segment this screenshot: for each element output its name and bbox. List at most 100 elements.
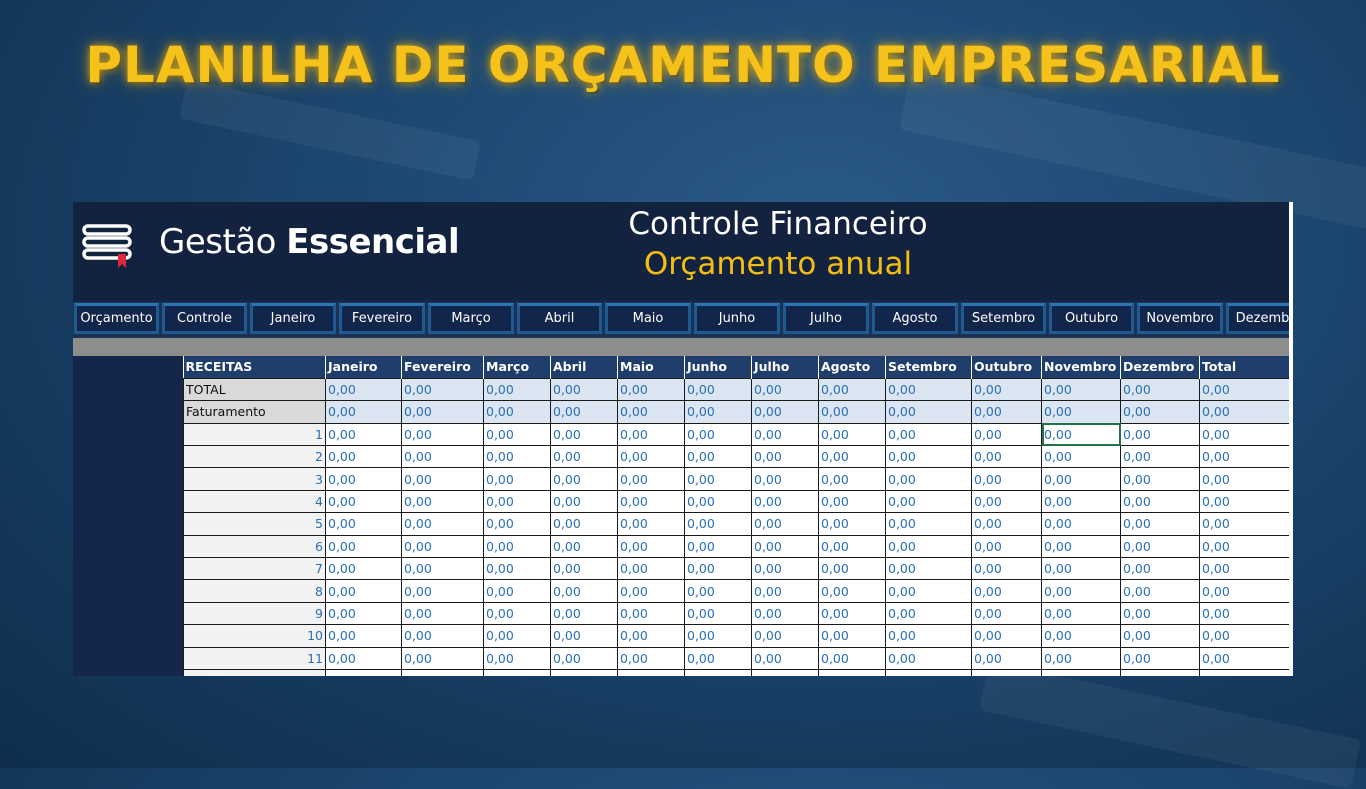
value-cell[interactable]: 0,00 — [401, 624, 484, 648]
value-cell[interactable]: 0,00 — [818, 534, 886, 559]
nav-tab-junho[interactable]: Junho — [694, 303, 780, 334]
column-header[interactable]: Setembro — [885, 356, 972, 379]
value-cell[interactable]: 0,00 — [1199, 601, 1289, 626]
value-cell[interactable]: 0,00 — [751, 489, 819, 514]
nav-tab-janeiro[interactable]: Janeiro — [250, 303, 336, 334]
value-cell[interactable]: 0,00 — [325, 579, 402, 603]
value-cell[interactable]: 0,00 — [684, 422, 752, 447]
column-header[interactable]: Total — [1199, 356, 1289, 379]
row-label[interactable]: 10 — [183, 624, 326, 648]
column-header[interactable]: Janeiro — [325, 356, 402, 379]
value-cell[interactable]: 0,00 — [401, 646, 484, 670]
value-cell[interactable]: 0,00 — [885, 489, 972, 514]
value-cell[interactable]: 0,00 — [971, 624, 1042, 648]
value-cell[interactable]: 0,00 — [971, 601, 1042, 626]
value-cell[interactable]: 0,00 — [751, 668, 819, 676]
value-cell[interactable]: 0,00 — [617, 445, 685, 469]
value-cell[interactable]: 0,00 — [971, 377, 1042, 402]
column-header[interactable]: Abril — [550, 356, 618, 379]
row-label[interactable]: 5 — [183, 512, 326, 536]
value-cell[interactable]: 0,00 — [684, 377, 752, 402]
value-cell[interactable]: 0,00 — [617, 534, 685, 559]
value-cell[interactable]: 0,00 — [617, 422, 685, 447]
column-header[interactable]: RECEITAS — [183, 356, 326, 379]
column-header[interactable]: Agosto — [818, 356, 886, 379]
value-cell[interactable]: 0,00 — [885, 601, 972, 626]
row-label[interactable]: TOTAL — [183, 377, 326, 402]
value-cell[interactable]: 0,00 — [1041, 646, 1121, 670]
value-cell[interactable]: 0,00 — [684, 489, 752, 514]
value-cell[interactable]: 0,00 — [751, 467, 819, 491]
column-header[interactable]: Novembro — [1041, 356, 1121, 379]
value-cell[interactable]: 0,00 — [550, 668, 618, 676]
value-cell[interactable]: 0,00 — [550, 445, 618, 469]
value-cell[interactable]: 0,00 — [1199, 557, 1289, 581]
value-cell[interactable]: 0,00 — [818, 512, 886, 536]
value-cell[interactable]: 0,00 — [1120, 624, 1200, 648]
value-cell[interactable]: 0,00 — [325, 534, 402, 559]
value-cell[interactable]: 0,00 — [617, 489, 685, 514]
value-cell[interactable]: 0,00 — [971, 668, 1042, 676]
value-cell[interactable]: 0,00 — [885, 467, 972, 491]
value-cell[interactable]: 0,00 — [971, 400, 1042, 424]
row-label[interactable]: 12 — [183, 668, 326, 676]
value-cell[interactable]: 0,00 — [550, 534, 618, 559]
value-cell[interactable]: 0,00 — [325, 646, 402, 670]
value-cell[interactable]: 0,00 — [1041, 534, 1121, 559]
value-cell[interactable]: 0,00 — [1041, 422, 1121, 447]
value-cell[interactable]: 0,00 — [684, 646, 752, 670]
value-cell[interactable]: 0,00 — [1199, 489, 1289, 514]
value-cell[interactable]: 0,00 — [1199, 646, 1289, 670]
nav-tab-novembro[interactable]: Novembro — [1137, 303, 1223, 334]
value-cell[interactable]: 0,00 — [885, 445, 972, 469]
column-header[interactable]: Fevereiro — [401, 356, 484, 379]
value-cell[interactable]: 0,00 — [971, 534, 1042, 559]
value-cell[interactable]: 0,00 — [818, 422, 886, 447]
value-cell[interactable]: 0,00 — [751, 601, 819, 626]
value-cell[interactable]: 0,00 — [751, 624, 819, 648]
column-header[interactable]: Outubro — [971, 356, 1042, 379]
value-cell[interactable]: 0,00 — [401, 445, 484, 469]
value-cell[interactable]: 0,00 — [617, 668, 685, 676]
value-cell[interactable]: 0,00 — [885, 624, 972, 648]
value-cell[interactable]: 0,00 — [401, 534, 484, 559]
value-cell[interactable]: 0,00 — [550, 489, 618, 514]
value-cell[interactable]: 0,00 — [1041, 400, 1121, 424]
value-cell[interactable]: 0,00 — [885, 377, 972, 402]
value-cell[interactable]: 0,00 — [751, 579, 819, 603]
nav-tab-agosto[interactable]: Agosto — [872, 303, 958, 334]
value-cell[interactable]: 0,00 — [325, 668, 402, 676]
value-cell[interactable]: 0,00 — [325, 467, 402, 491]
value-cell[interactable]: 0,00 — [1120, 579, 1200, 603]
value-cell[interactable]: 0,00 — [1199, 668, 1289, 676]
value-cell[interactable]: 0,00 — [483, 445, 551, 469]
row-label[interactable]: 11 — [183, 646, 326, 670]
value-cell[interactable]: 0,00 — [483, 400, 551, 424]
value-cell[interactable]: 0,00 — [971, 512, 1042, 536]
value-cell[interactable]: 0,00 — [818, 489, 886, 514]
value-cell[interactable]: 0,00 — [971, 422, 1042, 447]
nav-tab-controle[interactable]: Controle — [162, 303, 247, 334]
value-cell[interactable]: 0,00 — [684, 467, 752, 491]
value-cell[interactable]: 0,00 — [1199, 445, 1289, 469]
value-cell[interactable]: 0,00 — [1199, 377, 1289, 402]
value-cell[interactable]: 0,00 — [751, 400, 819, 424]
value-cell[interactable]: 0,00 — [401, 512, 484, 536]
value-cell[interactable]: 0,00 — [1120, 601, 1200, 626]
value-cell[interactable]: 0,00 — [617, 579, 685, 603]
column-header[interactable]: Março — [483, 356, 551, 379]
value-cell[interactable]: 0,00 — [971, 445, 1042, 469]
value-cell[interactable]: 0,00 — [325, 400, 402, 424]
value-cell[interactable]: 0,00 — [401, 557, 484, 581]
value-cell[interactable]: 0,00 — [1199, 512, 1289, 536]
value-cell[interactable]: 0,00 — [1041, 489, 1121, 514]
value-cell[interactable]: 0,00 — [751, 534, 819, 559]
value-cell[interactable]: 0,00 — [971, 579, 1042, 603]
value-cell[interactable]: 0,00 — [751, 512, 819, 536]
value-cell[interactable]: 0,00 — [550, 624, 618, 648]
value-cell[interactable]: 0,00 — [1199, 579, 1289, 603]
value-cell[interactable]: 0,00 — [751, 646, 819, 670]
value-cell[interactable]: 0,00 — [483, 601, 551, 626]
value-cell[interactable]: 0,00 — [684, 534, 752, 559]
value-cell[interactable]: 0,00 — [617, 646, 685, 670]
